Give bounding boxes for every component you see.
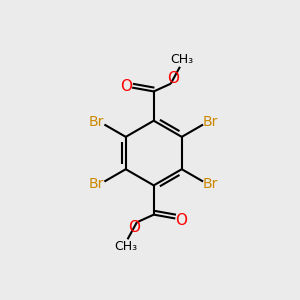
Text: O: O [176, 212, 188, 227]
Text: CH₃: CH₃ [170, 52, 193, 66]
Text: Br: Br [89, 115, 104, 129]
Text: Br: Br [203, 115, 218, 129]
Text: Br: Br [203, 177, 218, 191]
Text: O: O [128, 220, 140, 235]
Text: Br: Br [89, 177, 104, 191]
Text: CH₃: CH₃ [115, 241, 138, 254]
Text: O: O [120, 79, 132, 94]
Text: O: O [167, 71, 179, 86]
